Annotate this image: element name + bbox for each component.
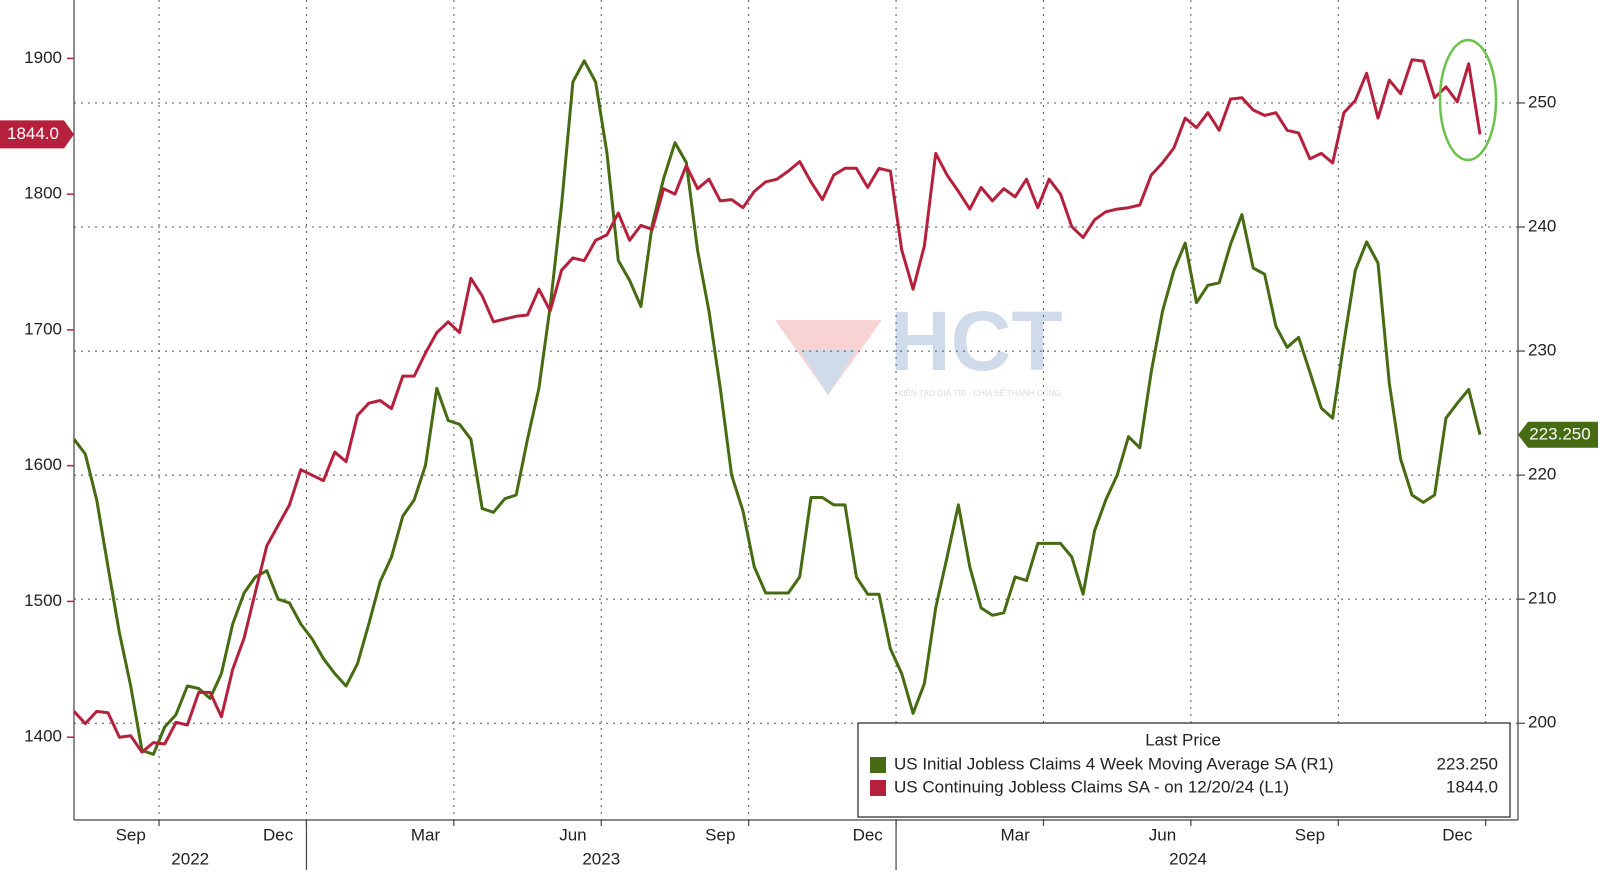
legend-label: US Continuing Jobless Claims SA - on 12/… (894, 777, 1289, 796)
legend-box (857, 722, 1511, 818)
legend-value: 1844.0 (1446, 777, 1498, 796)
x-tick-label: Sep (705, 825, 735, 844)
y-tick-label: 1700 (24, 319, 62, 338)
legend-swatch (870, 780, 886, 796)
last-price-tag (0, 120, 74, 149)
x-tick-label: Sep (116, 825, 146, 844)
highlight-ellipse (1438, 38, 1498, 162)
y-tick-label: 1500 (24, 591, 62, 610)
x-tick-label: Dec (853, 825, 884, 844)
last-price-label: 1844.0 (7, 124, 59, 143)
legend-value: 223.250 (1437, 754, 1498, 773)
y2-tick-label: 220 (1528, 465, 1556, 484)
watermark-logo-shape (800, 350, 856, 395)
year-label: 2023 (582, 849, 620, 868)
y2-tick-label: 240 (1528, 217, 1556, 236)
year-label: 2022 (171, 849, 209, 868)
y-tick-label: 1800 (24, 184, 62, 203)
last-price-tag (1518, 421, 1598, 448)
y2-tick-label: 200 (1528, 713, 1556, 732)
y-tick-label: 1400 (24, 727, 62, 746)
x-tick-label: Dec (263, 825, 294, 844)
x-tick-label: Sep (1295, 825, 1325, 844)
y2-tick-label: 250 (1528, 92, 1556, 111)
last-price-label: 223.250 (1529, 424, 1590, 443)
x-tick-label: Jun (559, 825, 586, 844)
legend-label: US Initial Jobless Claims 4 Week Moving … (894, 754, 1334, 773)
series-line (72, 59, 1482, 756)
legend-swatch (870, 757, 886, 773)
series-line (72, 58, 1482, 754)
watermark-tagline: KIẾN TẠO GIÁ TRỊ - CHIA SẺ THÀNH CÔNG (898, 388, 1061, 398)
y2-tick-label: 230 (1528, 341, 1556, 360)
y-tick-label: 1600 (24, 455, 62, 474)
y2-tick-label: 210 (1528, 589, 1556, 608)
x-tick-label: Dec (1442, 825, 1473, 844)
x-tick-label: Mar (411, 825, 441, 844)
x-tick-label: Jun (1149, 825, 1176, 844)
watermark-logo: HCT (890, 294, 1063, 388)
legend-title: Last Price (1145, 730, 1221, 749)
watermark-logo-shape (775, 320, 882, 395)
watermark: HCT KIẾN TẠO GIÁ TRỊ - CHIA SẺ THÀNH CÔN… (775, 294, 1063, 398)
year-label: 2024 (1169, 849, 1207, 868)
y-tick-label: 1900 (24, 48, 62, 67)
x-tick-label: Mar (1000, 825, 1030, 844)
